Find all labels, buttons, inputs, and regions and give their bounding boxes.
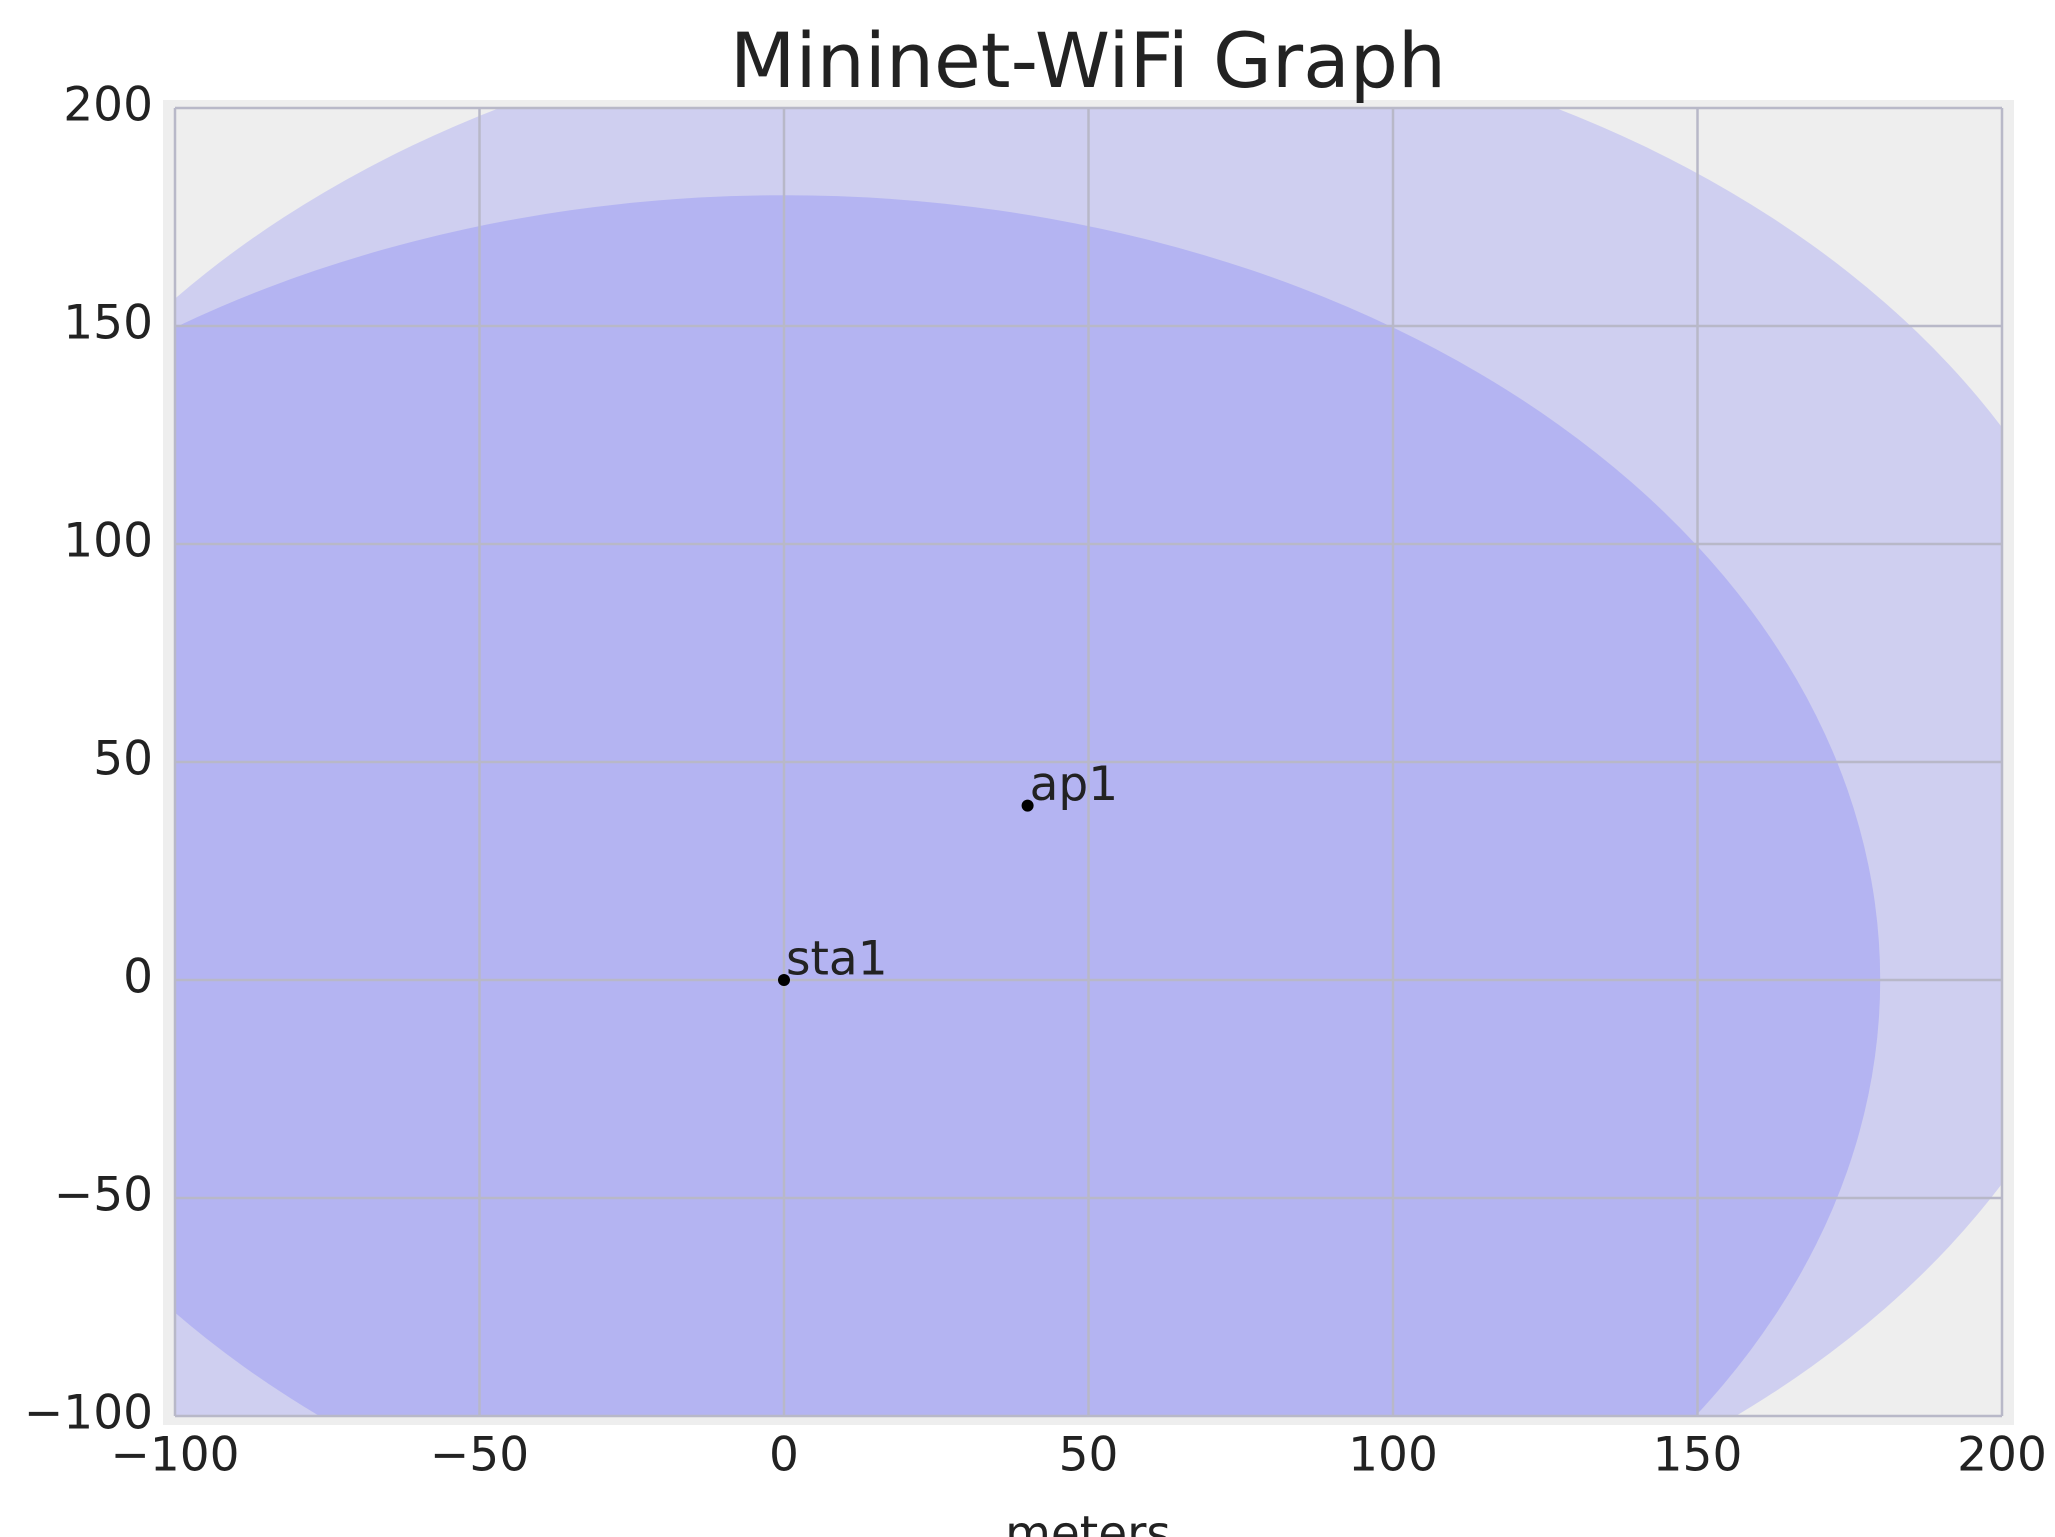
x-tick-label: 200 bbox=[1957, 1428, 2047, 1483]
y-tick-label: 200 bbox=[63, 78, 153, 133]
y-tick-label: 100 bbox=[63, 514, 153, 569]
range-circle bbox=[175, 108, 2002, 1416]
x-tick-label: 0 bbox=[769, 1428, 799, 1483]
node-point bbox=[778, 974, 790, 986]
x-tick-label: −100 bbox=[110, 1428, 239, 1483]
x-tick-label: 50 bbox=[1059, 1428, 1119, 1483]
node-label: ap1 bbox=[1030, 757, 1119, 812]
x-tick-label: 100 bbox=[1348, 1428, 1438, 1483]
x-axis-label: meters bbox=[1005, 1506, 1171, 1537]
range-layer bbox=[175, 108, 2002, 1416]
y-tick-label: 50 bbox=[93, 732, 153, 787]
grid-layer bbox=[173, 106, 2004, 1418]
y-tick-label: −100 bbox=[24, 1386, 153, 1441]
y-tick-label: 0 bbox=[123, 950, 153, 1005]
y-tick-label: 150 bbox=[63, 296, 153, 351]
node-point bbox=[1021, 799, 1034, 812]
chart-title: Mininet-WiFi Graph bbox=[730, 16, 1446, 105]
point-layer: sta1 ap1 bbox=[778, 757, 1119, 987]
y-tick-label: −50 bbox=[54, 1168, 153, 1223]
node-label: sta1 bbox=[786, 932, 888, 987]
x-tick-label: −50 bbox=[430, 1428, 529, 1483]
x-tick-label: 150 bbox=[1653, 1428, 1743, 1483]
